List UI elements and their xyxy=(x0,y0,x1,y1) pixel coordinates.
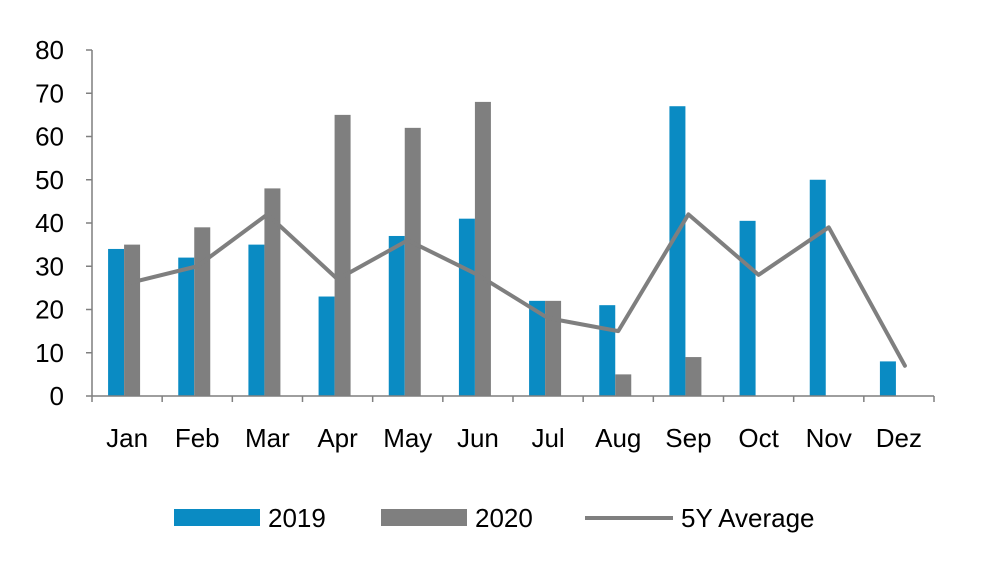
bar-2019-apr xyxy=(318,296,335,396)
bar-2019-nov xyxy=(809,179,826,396)
bar-2020-aug xyxy=(615,374,632,396)
x-tick-label-feb: Feb xyxy=(175,423,220,453)
y-tick-label: 60 xyxy=(35,122,64,152)
x-tick-label-sep: Sep xyxy=(665,423,711,453)
bar-2019-jun xyxy=(458,218,475,396)
x-tick-label-jan: Jan xyxy=(106,423,148,453)
bar-2020-apr xyxy=(334,114,351,396)
bar-2020-jun xyxy=(474,101,491,397)
y-tick-label: 0 xyxy=(50,381,64,411)
line-5y-average xyxy=(125,212,907,368)
x-tick-label-nov: Nov xyxy=(806,423,852,453)
line-layer xyxy=(125,212,907,368)
y-tick-label: 20 xyxy=(35,295,64,325)
x-tick-label-mar: Mar xyxy=(245,423,290,453)
bar-2019-mar xyxy=(248,244,265,396)
bar-2019-may xyxy=(388,235,405,396)
y-tick-label: 50 xyxy=(35,165,64,195)
x-tick-label-oct: Oct xyxy=(738,423,779,453)
legend: 2019 2020 5Y Average xyxy=(174,503,815,533)
legend-swatch-2020 xyxy=(381,509,467,526)
bar-2020-mar xyxy=(264,188,281,396)
x-tick-label-dez: Dez xyxy=(876,423,922,453)
y-tick-label: 30 xyxy=(35,251,64,281)
bar-2019-jan xyxy=(108,248,125,396)
bar-2020-sep xyxy=(685,357,702,396)
bar-2019-oct xyxy=(739,220,756,396)
bar-2020-jul xyxy=(545,300,562,396)
bar-2019-jul xyxy=(529,300,546,396)
y-tick-label: 80 xyxy=(35,35,64,65)
bar-2019-sep xyxy=(669,106,686,396)
y-tick-label: 10 xyxy=(35,338,64,368)
bar-2020-may xyxy=(404,127,421,396)
x-tick-label-may: May xyxy=(383,423,432,453)
bars-layer xyxy=(108,101,896,397)
x-tick-label-jun: Jun xyxy=(457,423,499,453)
x-tick-label-apr: Apr xyxy=(317,423,358,453)
legend-label-5y-average: 5Y Average xyxy=(681,503,815,533)
legend-swatch-2019 xyxy=(174,509,260,526)
x-tick-label-aug: Aug xyxy=(595,423,641,453)
bar-2019-dez xyxy=(879,361,896,396)
bar-2020-jan xyxy=(124,244,141,396)
legend-label-2019: 2019 xyxy=(268,503,326,533)
x-tick-label-jul: Jul xyxy=(531,423,564,453)
axes-layer: 0 10 20 30 40 50 60 70 80 Jan Feb Mar Apr May Jun Jul Au… xyxy=(35,35,935,453)
bar-2020-feb xyxy=(194,227,211,396)
legend-label-2020: 2020 xyxy=(475,503,533,533)
y-tick-label: 70 xyxy=(35,78,64,108)
bar-2019-feb xyxy=(178,257,195,396)
bar-2019-aug xyxy=(599,305,616,396)
y-tick-label: 40 xyxy=(35,208,64,238)
